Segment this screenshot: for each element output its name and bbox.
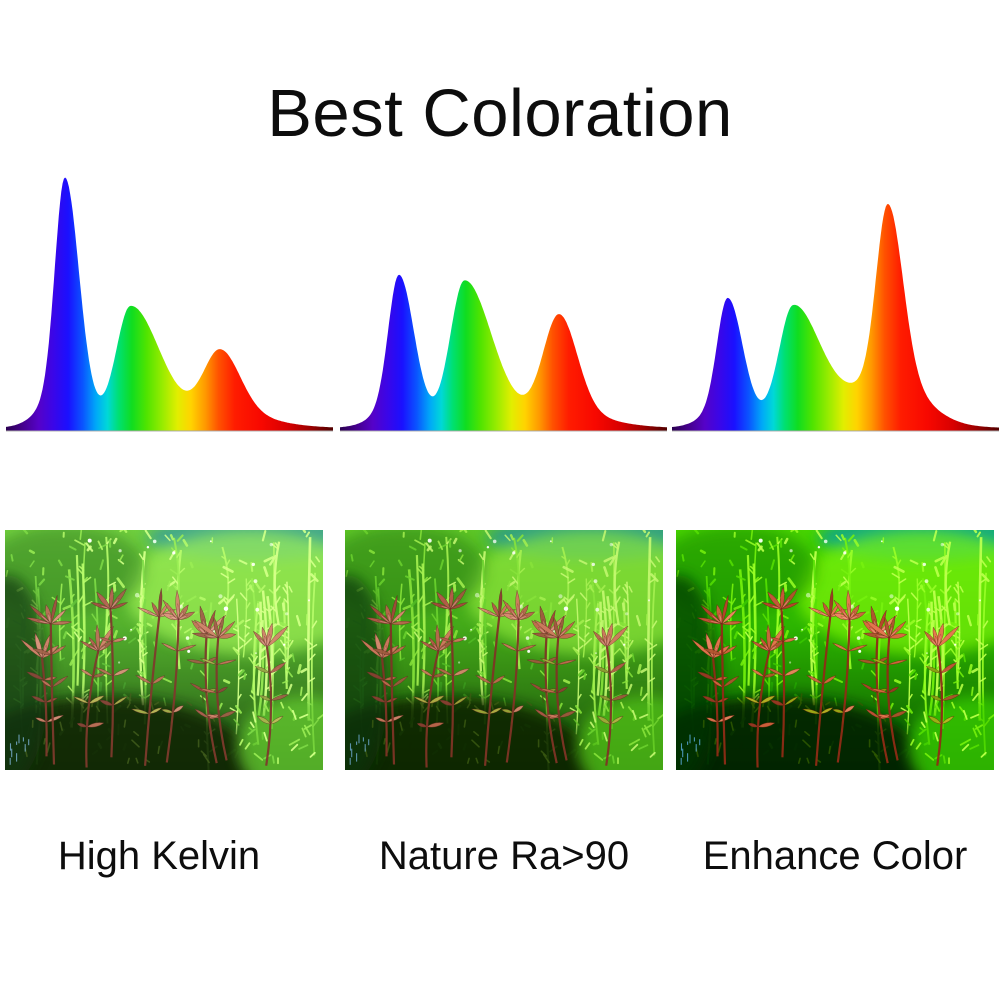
label-enhance-color: Enhance Color — [702, 834, 968, 878]
photo-nature-ra90 — [345, 530, 663, 770]
spectrum-chart-high-kelvin — [6, 170, 333, 434]
photo-enhance-color — [676, 530, 994, 770]
label-high-kelvin: High Kelvin — [57, 834, 261, 878]
photo-high-kelvin — [5, 530, 323, 770]
spectrum-chart-enhance-color — [672, 170, 999, 434]
page-title: Best Coloration — [267, 76, 733, 151]
label-nature-ra90: Nature Ra>90 — [378, 834, 630, 878]
spectrum-chart-nature-ra90 — [340, 170, 667, 434]
